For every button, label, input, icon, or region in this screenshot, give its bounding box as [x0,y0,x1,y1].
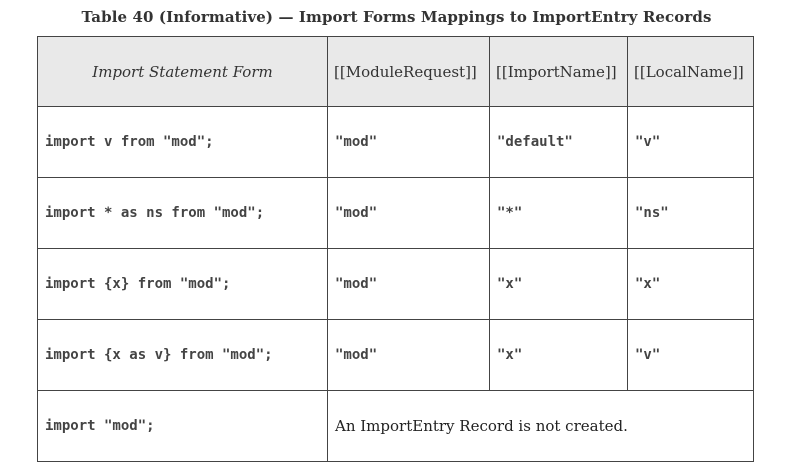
cell-no-record-note: An ImportEntry Record is not created. [327,390,754,462]
cell-import-form: import "mod"; [37,390,328,462]
table-row: import v from "mod"; "mod" "default" "v" [37,106,754,178]
cell-module-request: "mod" [327,319,490,391]
table-header-row: Import Statement Form [[ModuleRequest]] … [37,36,754,107]
cell-import-form: import {x as v} from "mod"; [37,319,328,391]
table-row: import {x as v} from "mod"; "mod" "x" "v… [37,319,754,391]
cell-import-form: import * as ns from "mod"; [37,177,328,249]
cell-import-name: "x" [489,248,628,320]
cell-module-request: "mod" [327,248,490,320]
header-local-name: [[LocalName]] [627,36,754,107]
header-import-statement-form: Import Statement Form [37,36,328,107]
cell-import-name: "x" [489,319,628,391]
cell-import-form: import {x} from "mod"; [37,248,328,320]
cell-local-name: "ns" [627,177,754,249]
cell-module-request: "mod" [327,106,490,178]
cell-module-request: "mod" [327,177,490,249]
header-module-request: [[ModuleRequest]] [327,36,490,107]
table-row: import {x} from "mod"; "mod" "x" "x" [37,248,754,320]
cell-local-name: "x" [627,248,754,320]
header-import-name: [[ImportName]] [489,36,628,107]
cell-local-name: "v" [627,319,754,391]
import-mapping-table: Import Statement Form [[ModuleRequest]] … [37,36,754,462]
cell-import-name: "default" [489,106,628,178]
table-caption: Table 40 (Informative) — Import Forms Ma… [81,8,712,26]
cell-local-name: "v" [627,106,754,178]
cell-import-name: "*" [489,177,628,249]
cell-import-form: import v from "mod"; [37,106,328,178]
table-row-no-record: import "mod"; An ImportEntry Record is n… [37,390,754,462]
table-row: import * as ns from "mod"; "mod" "*" "ns… [37,177,754,249]
